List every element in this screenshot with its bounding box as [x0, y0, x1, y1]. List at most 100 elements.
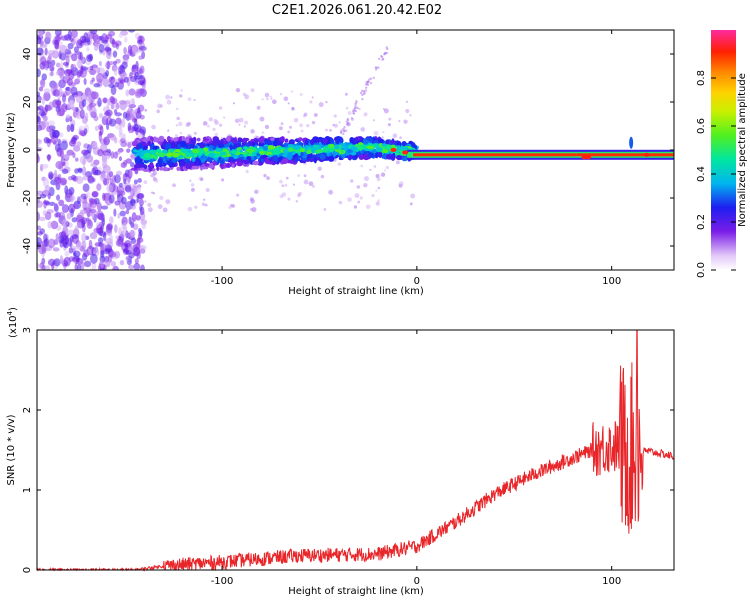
- band-blob: [203, 138, 210, 142]
- halo-blob: [193, 131, 197, 135]
- noise-blob: [98, 113, 104, 119]
- noise-blob: [40, 163, 49, 169]
- streak-blob: [383, 52, 387, 55]
- noise-blob: [93, 115, 99, 122]
- band-blob: [369, 138, 374, 143]
- band-blob: [362, 153, 370, 161]
- noise-blob: [132, 64, 137, 70]
- noise-blob: [98, 43, 105, 53]
- halo-blob: [290, 90, 293, 93]
- halo-blob: [235, 88, 241, 93]
- noise-blob: [112, 50, 118, 58]
- halo-blob: [320, 174, 325, 179]
- noise-blob: [136, 251, 141, 260]
- band-blob: [219, 158, 225, 165]
- noise-blob: [96, 72, 104, 83]
- noise-blob: [90, 162, 98, 168]
- band-blob: [385, 139, 390, 146]
- halo-blob: [154, 178, 159, 183]
- noise-blob: [109, 234, 113, 243]
- noise-blob: [48, 201, 56, 207]
- noise-blob: [140, 264, 145, 270]
- band-blob: [323, 138, 328, 144]
- band-blob: [259, 136, 265, 144]
- core-blob: [143, 152, 152, 158]
- halo-blob: [178, 121, 183, 127]
- hot-spot: [390, 148, 397, 152]
- noise-blob: [103, 115, 108, 120]
- band-blob: [184, 138, 190, 143]
- band-blob: [173, 137, 178, 142]
- y-tick-label: 40: [22, 48, 33, 61]
- noise-blob: [69, 241, 73, 248]
- band-blob: [158, 135, 165, 142]
- noise-blob: [89, 30, 98, 35]
- band-blob: [138, 147, 144, 154]
- noise-blob: [93, 34, 101, 45]
- noise-blob: [93, 44, 99, 52]
- noise-blob: [137, 178, 142, 183]
- halo-blob: [159, 195, 164, 200]
- noise-blob: [37, 68, 41, 78]
- noise-blob: [75, 93, 83, 104]
- band-blob: [180, 140, 187, 148]
- streak-blob: [380, 55, 384, 59]
- core-blob: [366, 145, 374, 149]
- noise-blob: [134, 258, 139, 265]
- noise-blob: [121, 118, 126, 128]
- halo-blob: [332, 123, 335, 127]
- noise-blob: [96, 202, 102, 212]
- streak-blob: [353, 106, 357, 110]
- noise-blob: [132, 214, 140, 219]
- band-blob: [349, 137, 355, 143]
- halo-blob: [369, 168, 372, 171]
- band-blob: [347, 156, 352, 160]
- band-blob: [268, 141, 273, 146]
- noise-blob: [44, 185, 51, 193]
- band-blob: [353, 137, 358, 143]
- noise-blob: [128, 171, 133, 177]
- noise-blob: [73, 250, 81, 258]
- noise-blob: [71, 53, 78, 62]
- streak-blob: [365, 86, 368, 89]
- halo-blob: [189, 179, 192, 182]
- halo-blob: [285, 176, 289, 180]
- noise-blob: [120, 230, 125, 239]
- noise-blob: [59, 52, 67, 61]
- noise-blob: [133, 179, 138, 185]
- noise-blob: [37, 262, 40, 269]
- noise-blob: [60, 140, 68, 151]
- noise-blob: [81, 42, 89, 47]
- halo-blob: [157, 204, 163, 210]
- noise-blob: [86, 104, 93, 111]
- noise-blob: [101, 39, 109, 44]
- band-blob: [375, 151, 379, 159]
- noise-blob: [106, 200, 111, 206]
- halo-blob: [347, 111, 352, 115]
- noise-blob: [65, 114, 71, 123]
- halo-blob: [190, 183, 195, 187]
- snr-multiplier: (x104): [6, 307, 19, 338]
- noise-blob: [71, 234, 80, 244]
- noise-blob: [85, 190, 91, 201]
- band-blob: [236, 158, 243, 163]
- noise-blob: [68, 81, 77, 87]
- noise-blob: [49, 71, 54, 77]
- noise-blob: [91, 262, 97, 270]
- noise-blob: [102, 158, 108, 167]
- noise-blob: [137, 133, 144, 138]
- band-blob: [152, 136, 158, 143]
- noise-blob: [102, 218, 106, 226]
- noise-blob: [136, 240, 141, 249]
- noise-blob: [114, 112, 123, 117]
- noise-blob: [93, 83, 101, 88]
- noise-blob: [37, 138, 41, 144]
- band-blob: [207, 156, 214, 162]
- halo-blob: [309, 100, 313, 104]
- snr-multiplier-base: (x10: [8, 315, 19, 338]
- band-blob: [401, 141, 407, 147]
- band-blob: [378, 151, 383, 158]
- noise-blob: [113, 151, 119, 159]
- halo-blob: [287, 102, 290, 105]
